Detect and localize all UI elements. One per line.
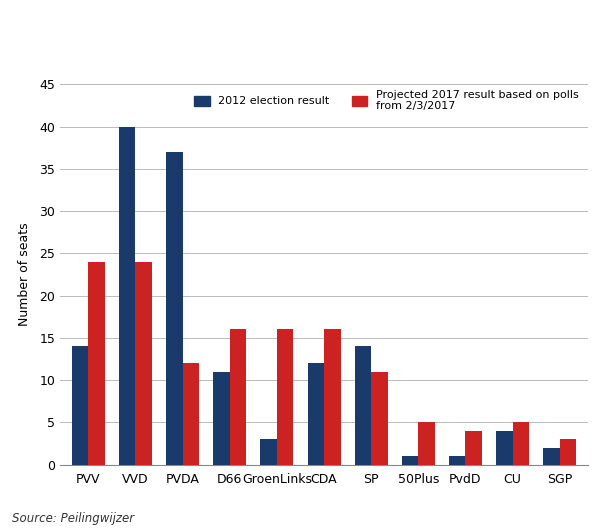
Bar (324, 329, 341, 465)
Bar (166, 152, 182, 465)
Bar (119, 127, 136, 465)
Bar (466, 431, 482, 465)
Bar (136, 262, 152, 465)
Bar (277, 329, 293, 465)
Bar (560, 439, 576, 465)
Bar (418, 422, 435, 465)
Bar (213, 372, 230, 465)
Bar (355, 346, 371, 465)
Legend: 2012 election result, Projected 2017 result based on polls
from 2/3/2017: 2012 election result, Projected 2017 res… (191, 86, 583, 115)
Bar (72, 346, 88, 465)
Bar (449, 456, 466, 465)
Bar (496, 431, 512, 465)
Text: Source: Peilingwijzer: Source: Peilingwijzer (12, 512, 134, 525)
Bar (308, 363, 324, 465)
Bar (182, 363, 199, 465)
Bar (371, 372, 388, 465)
Bar (230, 329, 246, 465)
Bar (260, 439, 277, 465)
Text: Main political parties in the Tweede Kamer: Main political parties in the Tweede Kam… (116, 14, 484, 29)
Y-axis label: Number of seats: Number of seats (18, 223, 31, 326)
Bar (402, 456, 418, 465)
Bar (512, 422, 529, 465)
Bar (543, 448, 560, 465)
Bar (88, 262, 105, 465)
